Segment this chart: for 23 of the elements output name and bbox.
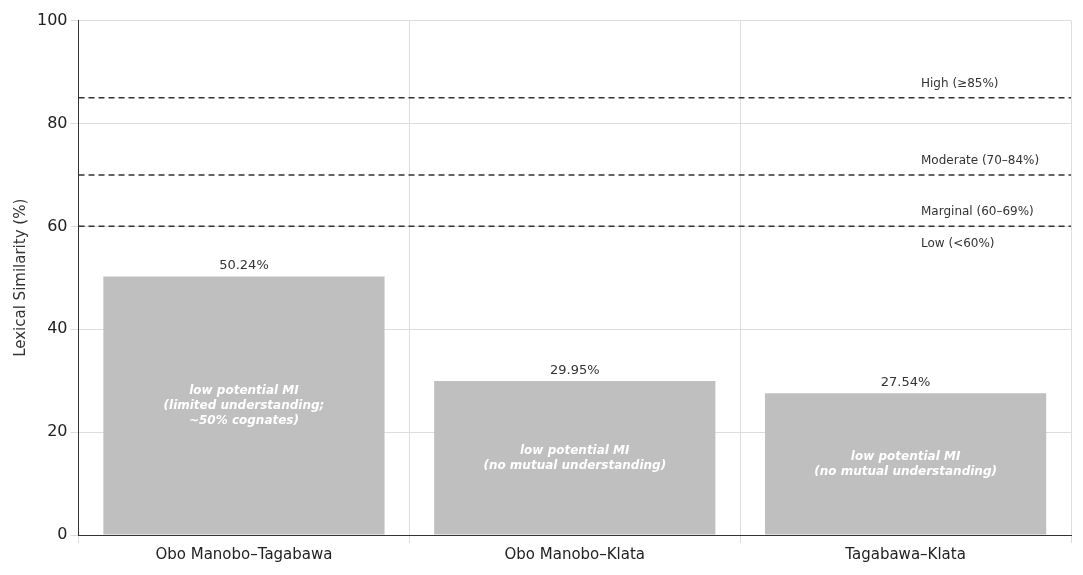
- ref-line-label: Marginal (60–69%): [921, 204, 1034, 219]
- y-axis-title: Lexical Similarity (%): [10, 198, 29, 357]
- x-tick-label: Obo Manobo–Tagabawa: [155, 544, 333, 563]
- x-tick-label: Obo Manobo–Klata: [504, 544, 646, 563]
- bar: [103, 276, 385, 535]
- y-tick-label: 60: [47, 215, 68, 235]
- y-tick-label: 40: [47, 318, 68, 338]
- data-label: 29.95%: [549, 361, 600, 377]
- annotation: low potential MI (no mutual understanding): [814, 448, 997, 478]
- ref-line-label: High (≥85%): [921, 75, 999, 90]
- bar: [764, 393, 1047, 535]
- y-tick-label: 0: [57, 524, 68, 544]
- y-tick-label: 20: [47, 421, 68, 441]
- annotation: low potential MI (no mutual understanding): [483, 442, 667, 472]
- y-tick-label: 80: [47, 112, 68, 132]
- data-label: 27.54%: [880, 374, 931, 390]
- annotation: low potential MI (limited understanding; ~50% cognates): [163, 382, 325, 427]
- data-label: 50.24%: [219, 257, 269, 273]
- y-tick-label: 100: [36, 9, 68, 29]
- bar: [434, 380, 716, 535]
- annotation: Low (<60%): [921, 236, 995, 251]
- x-tick-label: Tagabawa–Klata: [844, 544, 966, 563]
- ref-line-label: Moderate (70–84%): [921, 153, 1040, 168]
